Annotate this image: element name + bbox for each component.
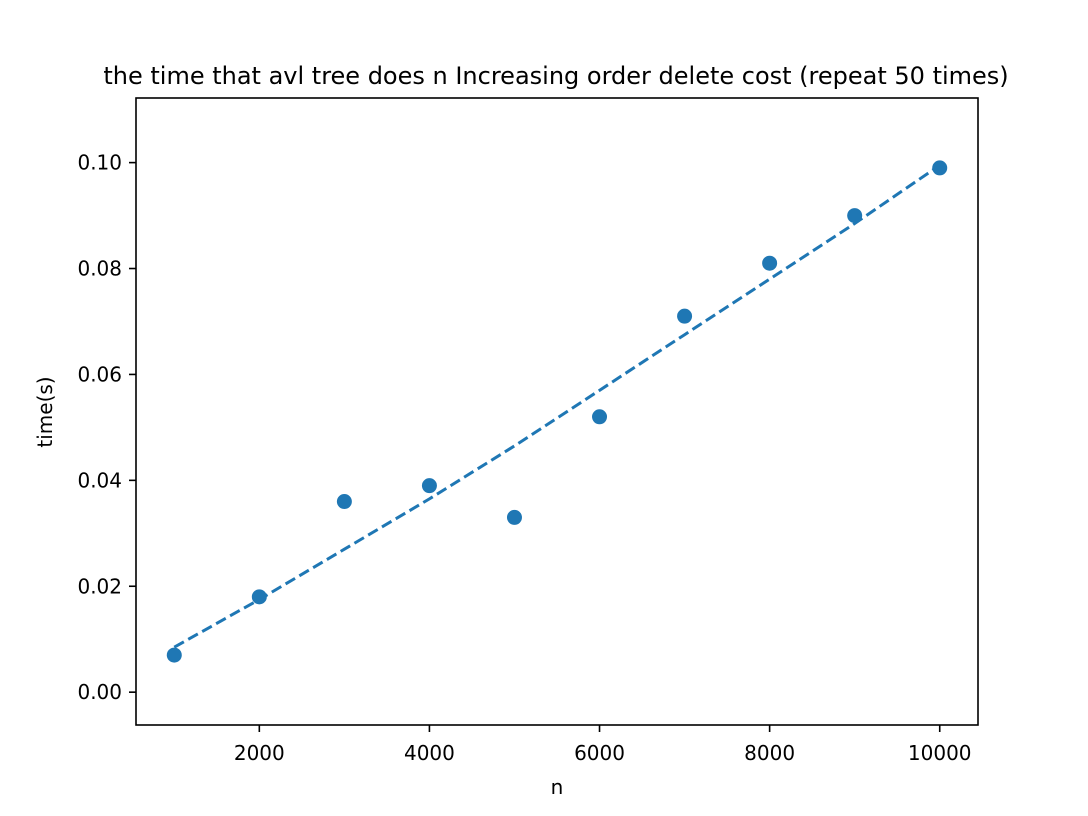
data-point bbox=[932, 160, 948, 176]
y-tick-label: 0.00 bbox=[77, 680, 122, 704]
axes-frame bbox=[135, 97, 979, 726]
x-axis: 2000 4000 6000 8000 10000 bbox=[234, 725, 972, 765]
y-tick-label: 0.10 bbox=[77, 151, 122, 175]
data-point bbox=[677, 308, 693, 324]
x-tick-label: 2000 bbox=[234, 741, 285, 765]
y-axis-label: time(s) bbox=[33, 376, 57, 447]
x-tick-label: 4000 bbox=[404, 741, 455, 765]
chart-title: the time that avl tree does n Increasing… bbox=[103, 62, 1008, 90]
x-tick-label: 8000 bbox=[744, 741, 795, 765]
data-point bbox=[847, 208, 863, 224]
data-point bbox=[506, 509, 522, 525]
y-tick-label: 0.08 bbox=[77, 257, 122, 281]
y-tick-label: 0.02 bbox=[77, 574, 122, 598]
fit-line bbox=[173, 164, 941, 649]
data-point bbox=[336, 494, 352, 510]
plot-area bbox=[166, 160, 948, 663]
x-tick-label: 10000 bbox=[908, 741, 972, 765]
data-point bbox=[592, 409, 608, 425]
data-point bbox=[762, 255, 778, 271]
y-tick-label: 0.06 bbox=[77, 362, 122, 386]
y-axis: 0.00 0.02 0.04 0.06 0.08 0.10 bbox=[77, 151, 136, 704]
y-tick-label: 0.04 bbox=[77, 468, 122, 492]
data-point bbox=[421, 478, 437, 494]
data-point bbox=[166, 647, 182, 663]
data-point bbox=[251, 589, 267, 605]
x-axis-label: n bbox=[551, 775, 564, 799]
x-tick-label: 6000 bbox=[574, 741, 625, 765]
